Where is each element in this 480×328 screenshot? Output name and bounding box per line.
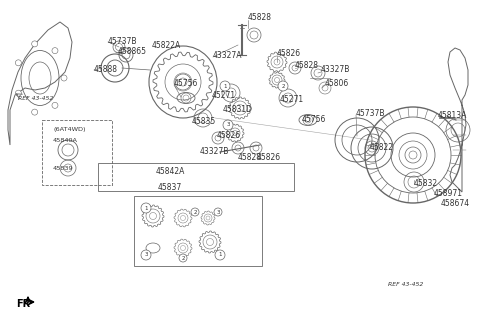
Circle shape bbox=[141, 203, 151, 213]
Text: 45831D: 45831D bbox=[223, 106, 253, 114]
Text: 45832: 45832 bbox=[414, 179, 438, 189]
Circle shape bbox=[52, 48, 58, 54]
Text: FR: FR bbox=[16, 299, 30, 309]
Text: 45839: 45839 bbox=[53, 166, 73, 171]
Text: 45842A: 45842A bbox=[156, 167, 185, 175]
Text: 1: 1 bbox=[218, 253, 222, 257]
Text: 45822: 45822 bbox=[370, 144, 394, 153]
Circle shape bbox=[191, 208, 199, 216]
Text: 45826: 45826 bbox=[217, 132, 241, 140]
Text: 45828: 45828 bbox=[248, 13, 272, 23]
Text: (6AT4WD): (6AT4WD) bbox=[53, 128, 85, 133]
Text: 43327B: 43327B bbox=[321, 66, 350, 74]
Text: 45888: 45888 bbox=[94, 66, 118, 74]
Text: 45737B: 45737B bbox=[108, 37, 137, 47]
Text: 45813A: 45813A bbox=[438, 112, 468, 120]
Text: 458971: 458971 bbox=[434, 190, 463, 198]
Text: 458674: 458674 bbox=[441, 199, 470, 209]
Circle shape bbox=[15, 90, 22, 96]
Text: 45828: 45828 bbox=[295, 62, 319, 71]
Text: 45835: 45835 bbox=[192, 117, 216, 127]
Text: 45756: 45756 bbox=[174, 78, 198, 88]
Circle shape bbox=[220, 81, 230, 91]
Circle shape bbox=[15, 60, 22, 66]
Circle shape bbox=[141, 250, 151, 260]
Text: 45271: 45271 bbox=[212, 92, 236, 100]
Bar bbox=[134, 196, 262, 266]
Circle shape bbox=[179, 254, 187, 262]
Text: 1: 1 bbox=[223, 84, 227, 89]
Text: 3: 3 bbox=[226, 122, 230, 128]
Text: 1: 1 bbox=[144, 206, 148, 211]
Text: 45806: 45806 bbox=[325, 78, 349, 88]
Text: 2: 2 bbox=[281, 84, 285, 89]
Text: 45756: 45756 bbox=[302, 115, 326, 125]
Circle shape bbox=[32, 109, 37, 115]
Circle shape bbox=[223, 120, 233, 130]
Circle shape bbox=[52, 102, 58, 108]
Circle shape bbox=[214, 208, 222, 216]
Circle shape bbox=[61, 75, 67, 81]
Circle shape bbox=[278, 81, 288, 91]
Text: 45271: 45271 bbox=[280, 95, 304, 105]
Circle shape bbox=[215, 250, 225, 260]
Text: 45826: 45826 bbox=[277, 50, 301, 58]
Text: 45837: 45837 bbox=[158, 183, 182, 192]
Text: 43327A: 43327A bbox=[213, 51, 242, 60]
Bar bbox=[98, 163, 294, 191]
Text: 45828: 45828 bbox=[238, 154, 262, 162]
Text: REF 43-452: REF 43-452 bbox=[388, 281, 423, 286]
Circle shape bbox=[32, 41, 37, 47]
Text: 45840A: 45840A bbox=[53, 137, 78, 142]
Text: 2: 2 bbox=[181, 256, 185, 260]
Text: 458865: 458865 bbox=[118, 48, 147, 56]
Bar bbox=[42, 120, 112, 185]
Text: 45826: 45826 bbox=[257, 154, 281, 162]
Text: 43327B: 43327B bbox=[200, 148, 229, 156]
Text: 2: 2 bbox=[193, 210, 197, 215]
Text: 3: 3 bbox=[144, 253, 148, 257]
Text: 3: 3 bbox=[216, 210, 220, 215]
Text: 45737B: 45737B bbox=[356, 109, 385, 117]
Text: 45822A: 45822A bbox=[152, 42, 181, 51]
Text: REF 43-452: REF 43-452 bbox=[18, 95, 53, 100]
